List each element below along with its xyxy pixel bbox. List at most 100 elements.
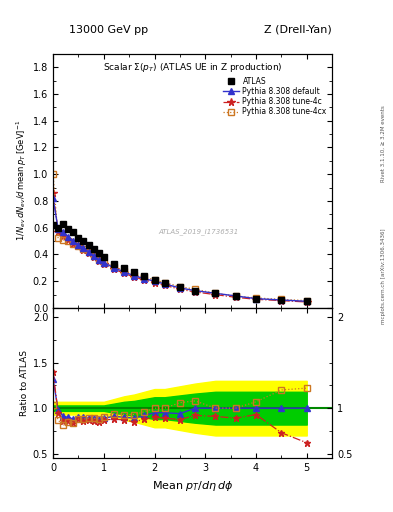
Text: mcplots.cern.ch [arXiv:1306.3436]: mcplots.cern.ch [arXiv:1306.3436]: [381, 229, 386, 324]
Pythia 8.308 tune-4c: [51, 190, 55, 196]
Pythia 8.308 tune-4c: [86, 250, 91, 256]
Pythia 8.308 tune-4cx: [81, 246, 86, 252]
Pythia 8.308 tune-4c: [279, 297, 284, 304]
Pythia 8.308 default: [61, 229, 66, 235]
Pythia 8.308 tune-4cx: [142, 274, 147, 280]
Pythia 8.308 tune-4c: [66, 237, 71, 243]
Pythia 8.308 default: [101, 260, 106, 266]
Pythia 8.308 tune-4c: [253, 296, 258, 303]
Pythia 8.308 tune-4c: [61, 232, 66, 239]
Pythia 8.308 tune-4c: [81, 247, 86, 253]
ATLAS: [233, 293, 238, 299]
ATLAS: [56, 225, 61, 231]
Pythia 8.308 tune-4c: [132, 274, 137, 280]
Pythia 8.308 tune-4cx: [162, 280, 167, 286]
Pythia 8.308 default: [122, 269, 127, 275]
Pythia 8.308 tune-4cx: [233, 293, 238, 299]
ATLAS: [152, 277, 157, 283]
Pythia 8.308 tune-4cx: [71, 241, 76, 247]
ATLAS: [51, 222, 55, 228]
Pythia 8.308 tune-4cx: [112, 264, 116, 270]
ATLAS: [132, 269, 137, 275]
Pythia 8.308 tune-4c: [91, 254, 96, 260]
ATLAS: [178, 284, 182, 290]
Pythia 8.308 default: [279, 297, 284, 303]
Y-axis label: $1/N_{ev}\,dN_{ev}/d\,\mathrm{mean}\,p_T\,[\mathrm{GeV}]^{-1}$: $1/N_{ev}\,dN_{ev}/d\,\mathrm{mean}\,p_T…: [14, 120, 29, 242]
Pythia 8.308 default: [81, 245, 86, 251]
Pythia 8.308 default: [96, 257, 101, 263]
Pythia 8.308 tune-4c: [162, 282, 167, 288]
Pythia 8.308 default: [132, 273, 137, 279]
Pythia 8.308 tune-4cx: [178, 284, 182, 290]
Pythia 8.308 default: [56, 226, 61, 232]
Pythia 8.308 tune-4c: [178, 286, 182, 292]
Text: Scalar $\Sigma(p_T)$ (ATLAS UE in Z production): Scalar $\Sigma(p_T)$ (ATLAS UE in Z prod…: [103, 61, 282, 74]
ATLAS: [66, 226, 71, 232]
Pythia 8.308 default: [304, 298, 309, 305]
Pythia 8.308 tune-4c: [142, 277, 147, 283]
Pythia 8.308 tune-4cx: [132, 271, 137, 278]
Pythia 8.308 tune-4cx: [279, 296, 284, 303]
Line: Pythia 8.308 tune-4cx: Pythia 8.308 tune-4cx: [50, 172, 310, 304]
Text: Rivet 3.1.10, ≥ 3.2M events: Rivet 3.1.10, ≥ 3.2M events: [381, 105, 386, 182]
Text: 13000 GeV pp: 13000 GeV pp: [69, 25, 148, 35]
ATLAS: [86, 242, 91, 248]
Pythia 8.308 tune-4c: [233, 294, 238, 301]
ATLAS: [91, 246, 96, 252]
Pythia 8.308 tune-4c: [96, 258, 101, 264]
Pythia 8.308 default: [51, 195, 55, 201]
Pythia 8.308 tune-4cx: [66, 238, 71, 244]
ATLAS: [76, 236, 81, 242]
Pythia 8.308 default: [162, 281, 167, 287]
Pythia 8.308 tune-4cx: [86, 249, 91, 255]
Text: Z (Drell-Yan): Z (Drell-Yan): [264, 25, 332, 35]
Pythia 8.308 default: [71, 238, 76, 244]
Pythia 8.308 default: [112, 265, 116, 271]
Pythia 8.308 default: [66, 234, 71, 240]
ATLAS: [253, 295, 258, 302]
Pythia 8.308 default: [76, 242, 81, 248]
Pythia 8.308 default: [86, 249, 91, 255]
Line: Pythia 8.308 tune-4c: Pythia 8.308 tune-4c: [49, 189, 310, 306]
ATLAS: [142, 273, 147, 279]
ATLAS: [162, 280, 167, 286]
Pythia 8.308 tune-4c: [122, 270, 127, 276]
Pythia 8.308 default: [213, 290, 218, 296]
Pythia 8.308 tune-4c: [76, 243, 81, 249]
Pythia 8.308 default: [178, 285, 182, 291]
Pythia 8.308 tune-4cx: [253, 295, 258, 301]
Pythia 8.308 tune-4c: [304, 299, 309, 305]
Legend: ATLAS, Pythia 8.308 default, Pythia 8.308 tune-4c, Pythia 8.308 tune-4cx: ATLAS, Pythia 8.308 default, Pythia 8.30…: [221, 75, 328, 118]
ATLAS: [101, 254, 106, 260]
Pythia 8.308 default: [152, 278, 157, 284]
Pythia 8.308 tune-4cx: [304, 297, 309, 304]
Pythia 8.308 default: [233, 293, 238, 299]
Pythia 8.308 tune-4cx: [76, 243, 81, 249]
Pythia 8.308 tune-4cx: [152, 277, 157, 283]
Pythia 8.308 tune-4cx: [122, 267, 127, 273]
ATLAS: [112, 261, 116, 267]
Line: Pythia 8.308 default: Pythia 8.308 default: [50, 196, 310, 304]
Pythia 8.308 tune-4cx: [193, 286, 197, 292]
Y-axis label: Ratio to ATLAS: Ratio to ATLAS: [20, 350, 29, 416]
Pythia 8.308 tune-4c: [101, 261, 106, 267]
Pythia 8.308 tune-4c: [213, 291, 218, 297]
Pythia 8.308 tune-4c: [56, 229, 61, 235]
X-axis label: Mean $p_T/d\eta\,d\phi$: Mean $p_T/d\eta\,d\phi$: [152, 479, 233, 493]
Pythia 8.308 tune-4c: [193, 289, 197, 295]
ATLAS: [193, 288, 197, 294]
ATLAS: [279, 297, 284, 303]
ATLAS: [61, 221, 66, 227]
Pythia 8.308 tune-4cx: [51, 171, 55, 177]
ATLAS: [81, 238, 86, 244]
Pythia 8.308 default: [253, 295, 258, 302]
Pythia 8.308 default: [193, 288, 197, 294]
ATLAS: [304, 298, 309, 305]
ATLAS: [122, 265, 127, 271]
Pythia 8.308 tune-4c: [112, 266, 116, 272]
Pythia 8.308 tune-4cx: [213, 290, 218, 296]
Pythia 8.308 default: [91, 253, 96, 259]
ATLAS: [71, 229, 76, 235]
ATLAS: [213, 290, 218, 296]
Pythia 8.308 tune-4cx: [91, 253, 96, 259]
